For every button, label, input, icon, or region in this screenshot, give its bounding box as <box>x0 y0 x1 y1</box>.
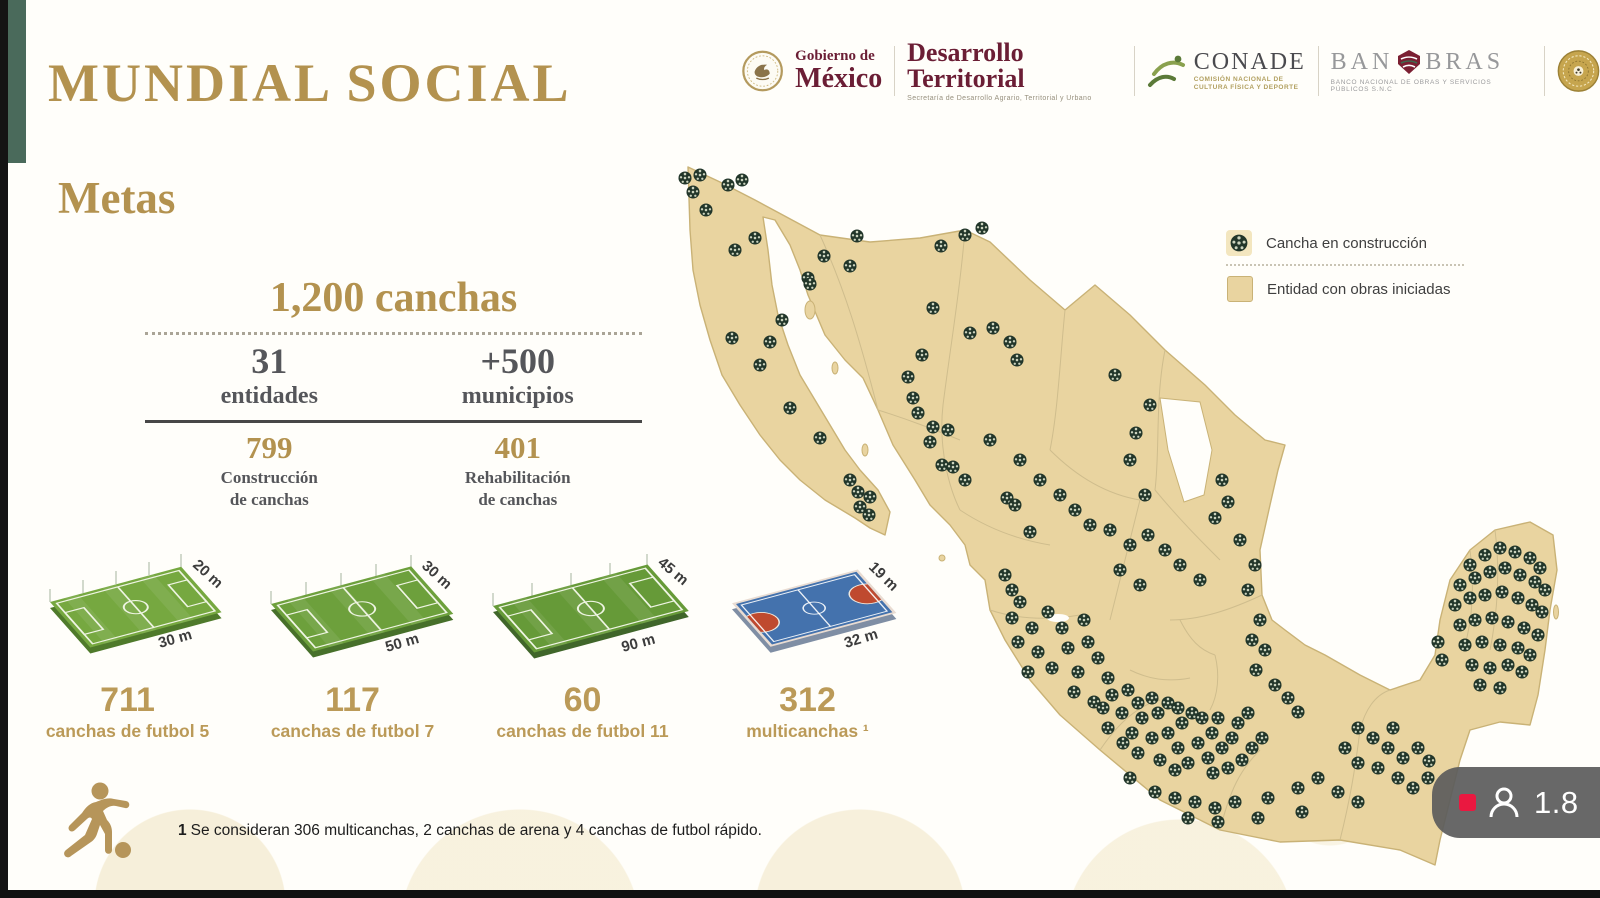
state-swatch-icon <box>1227 276 1253 302</box>
live-viewers-pill[interactable]: 1.8 <box>1432 767 1600 838</box>
stat-municipios: +500 municipios <box>394 341 643 410</box>
fence-posts <box>270 555 412 604</box>
field-card-multicancha: 19 m 32 m 312 multicanchas ¹ <box>700 542 915 742</box>
person-icon <box>1489 787 1519 817</box>
logo-divider <box>894 46 896 96</box>
logo-divider <box>1544 46 1546 96</box>
futbol7-pitch-illustration: 30 m 50 m <box>270 555 455 658</box>
stat-rehabilitacion-label1: Rehabilitación <box>464 468 571 488</box>
fmf-seal-icon <box>1557 50 1600 92</box>
legend-label: Cancha en construcción <box>1266 234 1427 252</box>
banobras-emblem-icon <box>1398 50 1421 74</box>
multicancha-illustration: 19 m 32 m <box>731 559 902 653</box>
stat-rehabilitacion-value: 401 <box>494 429 542 465</box>
stat-construccion-value: 799 <box>246 429 293 465</box>
stat-municipios-label: municipios <box>461 382 574 409</box>
futbol7-label: canchas de futbol 7 <box>270 721 435 741</box>
state-without-works <box>1159 397 1213 503</box>
stat-entidades-label: entidades <box>220 382 318 409</box>
sedatu-name: Desarrollo Territorial <box>907 38 1025 93</box>
conade-athlete-icon <box>1147 55 1185 87</box>
islands <box>804 300 1559 620</box>
section-heading: Metas <box>58 173 176 223</box>
sedatu-subtitle: Secretaría de Desarrollo Agrario, Territ… <box>907 95 1092 102</box>
legend-label: Entidad con obras iniciadas <box>1267 280 1451 298</box>
conade-subtitle-line2: CULTURA FÍSICA Y DEPORTE <box>1193 84 1299 91</box>
futbol5-pitch-illustration: 20 m 30 m <box>49 554 226 654</box>
footnote-marker: 1 <box>178 822 187 839</box>
soccer-ball-icon <box>1226 230 1252 256</box>
futbol11-label: canchas de futbol 11 <box>496 721 669 741</box>
banobras-subtitle: BANCO NACIONAL DE OBRAS Y SERVICIOS PÚBL… <box>1330 79 1492 93</box>
futbol7-count: 117 <box>325 681 380 719</box>
viewer-count: 1.8 <box>1534 784 1579 820</box>
gobierno-eagle-seal-icon <box>742 50 783 92</box>
gobierno-line2: México <box>795 63 883 94</box>
gobierno-line1: Gobierno de <box>795 48 875 64</box>
multicancha-label: multicanchas ¹ <box>746 721 869 741</box>
mexico-map <box>660 150 1560 875</box>
headline-total-canchas: 1,200 canchas <box>269 275 518 321</box>
futbol11-count: 60 <box>563 681 602 719</box>
footnote: 1 Se consideran 306 multicanchas, 2 canch… <box>178 822 762 840</box>
field-card-futbol11: 45 m 90 m 60 canchas de futbol 11 <box>475 542 692 742</box>
stat-rehabilitacion-label2: de canchas <box>478 489 558 509</box>
multicancha-count: 312 <box>779 681 836 719</box>
banobras-name-left: BAN <box>1330 49 1394 75</box>
gobierno-de-mexico-wordmark: Gobierno de México <box>795 49 882 93</box>
dotted-divider <box>145 332 642 335</box>
logo-divider <box>1133 46 1135 96</box>
field-card-futbol5: 20 m 30 m 711 canchas de futbol 5 <box>20 542 235 742</box>
mexico-map-svg <box>678 166 1559 866</box>
map-legend: Cancha en construcción Entidad con obras… <box>1226 226 1464 306</box>
live-indicator-icon <box>1459 794 1476 811</box>
logo-divider <box>1317 46 1319 96</box>
header-logo-band: Gobierno de México Desarrollo Territoria… <box>742 30 1600 112</box>
field-card-futbol7: 30 m 50 m 117 canchas de futbol 7 <box>245 542 460 742</box>
legend-item-entidad: Entidad con obras iniciadas <box>1226 272 1464 306</box>
stat-municipios-value: +500 <box>480 341 555 381</box>
stat-construccion-label1: Construcción <box>220 468 318 488</box>
banobras-logo: BAN BRAS BANCO NACIONAL DE OBRAS Y SERVI… <box>1331 49 1532 93</box>
dim-bottom-label: 90 m <box>620 631 657 656</box>
bottom-edge-strip <box>0 890 1600 898</box>
left-edge-strip <box>0 0 8 898</box>
stat-entidades-value: 31 <box>251 341 288 381</box>
stat-rehabilitacion: 401 Rehabilitación de canchas <box>394 429 643 510</box>
futbol5-label: canchas de futbol 5 <box>45 721 210 741</box>
green-accent-bar <box>8 0 26 163</box>
stat-entidades: 31 entidades <box>145 341 394 410</box>
solid-divider <box>145 419 642 423</box>
futbol11-pitch-illustration: 45 m 90 m <box>492 554 692 659</box>
conade-subtitle-line1: COMISIÓN NACIONAL DE <box>1193 75 1284 83</box>
goals-stats-block: 1,200 canchas 31 entidades +500 municipi… <box>145 274 642 510</box>
legend-item-cancha: Cancha en construcción <box>1226 226 1464 260</box>
conade-name: CONADE <box>1193 48 1306 75</box>
page-title: MUNDIAL SOCIAL <box>48 53 572 113</box>
legend-divider <box>1226 264 1464 266</box>
soccer-player-icon <box>64 782 131 858</box>
desarrollo-territorial-wordmark: Desarrollo Territorial Secretaría de Des… <box>907 38 1122 103</box>
footnote-text: Se consideran 306 multicanchas, 2 cancha… <box>190 822 762 839</box>
stat-construccion-label2: de canchas <box>229 489 309 509</box>
fence-posts <box>49 554 182 602</box>
conade-logo: CONADE COMISIÓN NACIONAL DE CULTURA FÍSI… <box>1147 50 1306 93</box>
stat-construccion: 799 Construcción de canchas <box>145 429 394 510</box>
mexico-landmass <box>687 166 1558 866</box>
banobras-name-right: BRAS <box>1425 49 1505 75</box>
futbol5-count: 711 <box>100 681 155 719</box>
